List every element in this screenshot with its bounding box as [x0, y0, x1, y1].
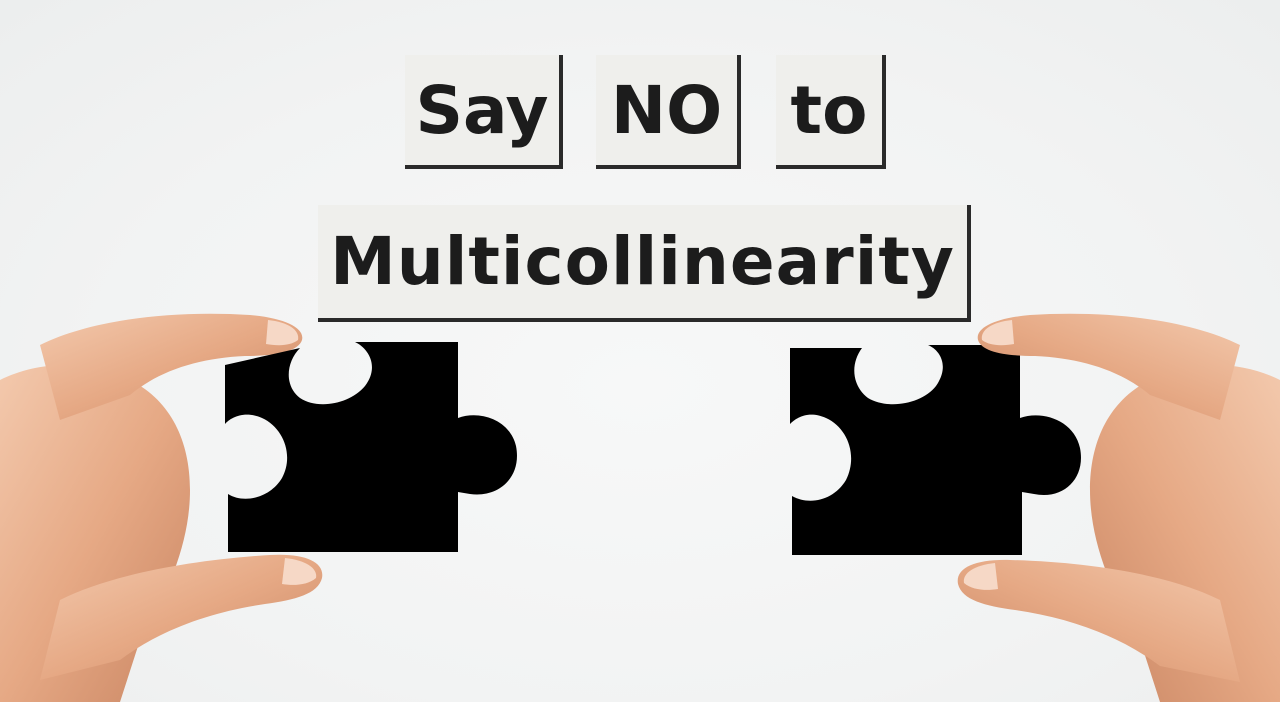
left-hand [0, 313, 323, 702]
right-puzzle-piece [790, 345, 1081, 555]
word-tile-to: to [776, 55, 886, 169]
headline-word: NO [610, 71, 723, 149]
headline-word: to [790, 71, 868, 149]
headline-word: Multicollinearity [330, 223, 955, 300]
right-hand [957, 313, 1280, 702]
word-tile-no: NO [596, 55, 741, 169]
word-tile-multicollinearity: Multicollinearity [318, 205, 971, 322]
left-puzzle-piece [225, 342, 517, 552]
headline-word: Say [415, 71, 549, 149]
word-tile-say: Say [405, 55, 563, 169]
